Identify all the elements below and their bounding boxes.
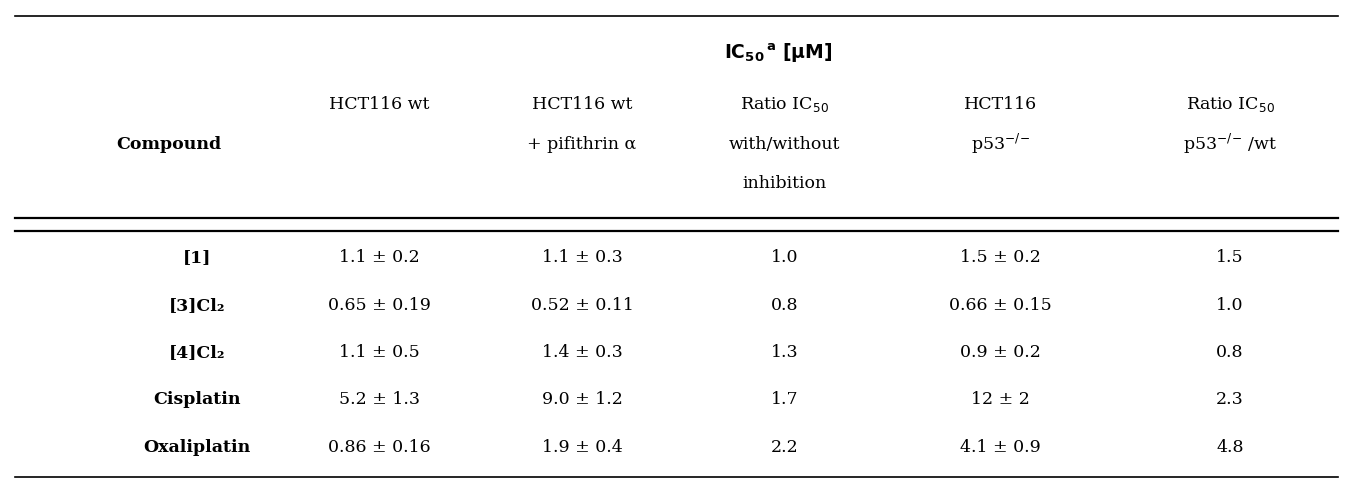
Text: 0.86 ± 0.16: 0.86 ± 0.16 [329, 439, 430, 456]
Text: 0.9 ± 0.2: 0.9 ± 0.2 [961, 344, 1040, 361]
Text: Ratio IC$_{50}$: Ratio IC$_{50}$ [740, 95, 829, 115]
Text: 4.8: 4.8 [1216, 439, 1243, 456]
Text: 0.8: 0.8 [771, 297, 798, 313]
Text: Compound: Compound [116, 136, 222, 153]
Text: 1.1 ± 0.3: 1.1 ± 0.3 [541, 249, 622, 266]
Text: 2.2: 2.2 [771, 439, 798, 456]
Text: 9.0 ± 1.2: 9.0 ± 1.2 [541, 391, 622, 408]
Text: [1]: [1] [183, 249, 211, 266]
Text: 0.65 ± 0.19: 0.65 ± 0.19 [327, 297, 430, 313]
Text: Cisplatin: Cisplatin [153, 391, 241, 408]
Text: HCT116: HCT116 [963, 96, 1038, 114]
Text: p53$^{-/}$$^{-}$ /wt: p53$^{-/}$$^{-}$ /wt [1183, 132, 1277, 156]
Text: [3]Cl₂: [3]Cl₂ [169, 297, 226, 313]
Text: HCT116 wt: HCT116 wt [329, 96, 430, 114]
Text: 2.3: 2.3 [1216, 391, 1243, 408]
Text: 1.4 ± 0.3: 1.4 ± 0.3 [541, 344, 622, 361]
Text: 0.8: 0.8 [1216, 344, 1243, 361]
Text: p53$^{-/}$$^{-}$: p53$^{-/}$$^{-}$ [971, 132, 1030, 156]
Text: 1.5 ± 0.2: 1.5 ± 0.2 [961, 249, 1040, 266]
Text: 1.3: 1.3 [771, 344, 798, 361]
Text: 4.1 ± 0.9: 4.1 ± 0.9 [961, 439, 1040, 456]
Text: 0.52 ± 0.11: 0.52 ± 0.11 [530, 297, 633, 313]
Text: Oxaliplatin: Oxaliplatin [143, 439, 250, 456]
Text: inhibition: inhibition [743, 176, 827, 192]
Text: with/without: with/without [729, 136, 840, 153]
Text: 1.7: 1.7 [771, 391, 798, 408]
Text: 1.1 ± 0.5: 1.1 ± 0.5 [340, 344, 419, 361]
Text: + pifithrin α: + pifithrin α [528, 136, 637, 153]
Text: 0.66 ± 0.15: 0.66 ± 0.15 [950, 297, 1051, 313]
Text: HCT116 wt: HCT116 wt [532, 96, 632, 114]
Text: [4]Cl₂: [4]Cl₂ [169, 344, 226, 361]
Text: 12 ± 2: 12 ± 2 [971, 391, 1030, 408]
Text: Ratio IC$_{50}$: Ratio IC$_{50}$ [1185, 95, 1275, 115]
Text: 5.2 ± 1.3: 5.2 ± 1.3 [340, 391, 419, 408]
Text: 1.0: 1.0 [1216, 297, 1243, 313]
Text: 1.0: 1.0 [771, 249, 798, 266]
Text: $\mathbf{IC_{50}}$$\mathbf{^{\,a}}$ $\mathbf{[\mu M]}$: $\mathbf{IC_{50}}$$\mathbf{^{\,a}}$ $\ma… [724, 42, 832, 65]
Text: 1.1 ± 0.2: 1.1 ± 0.2 [340, 249, 419, 266]
Text: 1.9 ± 0.4: 1.9 ± 0.4 [541, 439, 622, 456]
Text: 1.5: 1.5 [1216, 249, 1243, 266]
